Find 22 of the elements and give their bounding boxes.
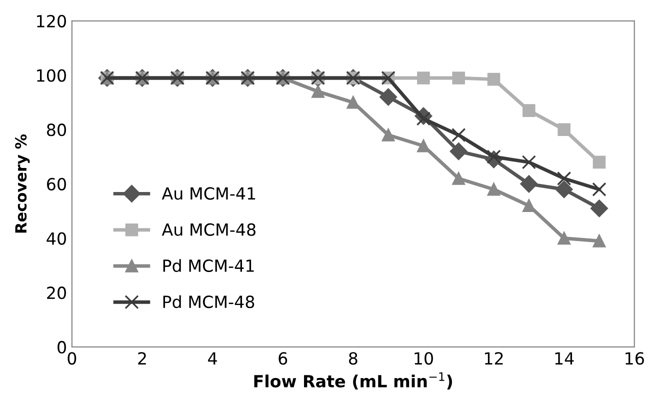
- legend-label: Au MCM-48: [162, 223, 256, 236]
- x-tick-label: 0: [68, 352, 76, 365]
- legend-label: Au MCM-41: [162, 187, 256, 200]
- y-tick-label: 40: [46, 232, 66, 245]
- x-tick-label: 6: [278, 352, 288, 365]
- x-tick-label: 14: [555, 352, 574, 364]
- y-axis-title: Recovery %: [15, 134, 30, 233]
- x-tick-label: 4: [208, 352, 217, 364]
- y-tick-label: 0: [58, 340, 66, 354]
- legend-label: Pd MCM-48: [163, 295, 254, 308]
- x-tick-label: 2: [138, 352, 146, 364]
- x-tick-label: 8: [348, 352, 358, 365]
- y-tick-label: 100: [37, 69, 66, 82]
- y-tick-label: 120: [37, 14, 66, 28]
- x-axis-title: Flow Rate (mL min$^{−1}$): [254, 372, 452, 390]
- y-tick-label: 80: [47, 124, 66, 136]
- legend-label: Pd MCM-41: [163, 259, 254, 272]
- x-tick-label: 16: [626, 352, 644, 365]
- y-tick-label: 60: [47, 178, 66, 190]
- x-tick-label: 10: [414, 352, 433, 365]
- y-tick-label: 20: [47, 286, 66, 300]
- x-tick-label: 12: [484, 352, 503, 364]
